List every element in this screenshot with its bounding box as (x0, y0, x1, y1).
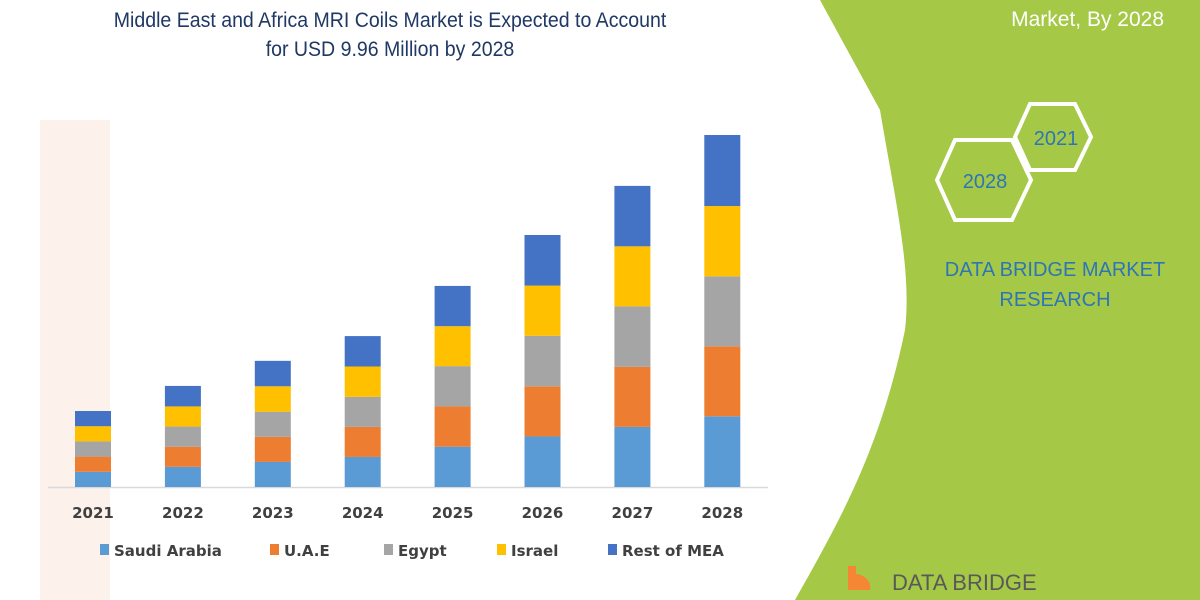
legend-label: Egypt (398, 542, 447, 560)
brand-line: DATA BRIDGE MARKET (944, 259, 1166, 281)
bar-segment-israel (254, 386, 291, 412)
bar-segment-saudi-arabia (344, 456, 381, 487)
green-panel (795, 0, 1200, 600)
legend-swatch (497, 544, 506, 555)
page-title: Middle East and Africa MRI Coils Market … (65, 6, 716, 64)
bar-segment-u-a-e (524, 386, 561, 437)
bar-segment-egypt (704, 276, 741, 347)
bar-segment-israel (434, 326, 471, 367)
bar-segment-u-a-e (344, 426, 381, 457)
bar-segment-israel (75, 426, 111, 442)
bar-segment-saudi-arabia (614, 426, 651, 487)
logo-icon (848, 566, 871, 590)
legend-label: Rest of MEA (622, 542, 724, 560)
x-tick-label: 2022 (162, 504, 204, 522)
logo-text: DATA BRIDGE (892, 570, 1037, 595)
legend-swatch (100, 544, 109, 555)
bar-segment-u-a-e (614, 366, 651, 427)
hexagon-label: 2028 (963, 171, 1008, 193)
title-line: Middle East and Africa MRI Coils Market … (113, 9, 667, 32)
hexagon-2021 (1012, 102, 1094, 172)
legend-label: U.A.E (284, 542, 330, 560)
hexagon-label: 2021 (1034, 128, 1079, 150)
bar-segment-u-a-e (254, 436, 291, 462)
legend-swatch (608, 544, 617, 555)
bar-segment-israel (344, 366, 381, 397)
bar-segment-israel (704, 206, 741, 277)
x-tick-label: 2025 (432, 504, 474, 522)
bar-segment-rest-of-mea (344, 336, 381, 367)
bar-segment-rest-of-mea (614, 185, 651, 247)
legend-label: Saudi Arabia (114, 542, 222, 560)
x-tick-label: 2027 (612, 504, 654, 522)
bar-segment-u-a-e (75, 456, 111, 472)
bar-segment-egypt (254, 411, 291, 437)
hexagon-2028 (934, 138, 1034, 222)
bar-segment-saudi-arabia (524, 436, 561, 487)
brand-name: DATA BRIDGE MARKET RESEARCH (925, 255, 1185, 315)
brand-line: RESEARCH (999, 289, 1111, 311)
bar-segment-israel (164, 406, 201, 427)
bar-segment-saudi-arabia (164, 466, 201, 487)
bar-segment-rest-of-mea (434, 285, 471, 327)
bar-segment-rest-of-mea (704, 135, 741, 207)
bar-segment-egypt (614, 306, 651, 367)
corner-label: Market, By 2028 (1011, 8, 1164, 31)
x-tick-label: 2026 (522, 504, 564, 522)
bar-segment-egypt (164, 426, 201, 447)
bar-segment-saudi-arabia (254, 461, 291, 487)
bar-segment-u-a-e (164, 446, 201, 467)
bar-segment-egypt (75, 441, 111, 457)
bar-segment-rest-of-mea (524, 235, 561, 286)
legend-swatch (384, 544, 393, 555)
legend-swatch (270, 544, 279, 555)
bar-segment-u-a-e (434, 406, 471, 447)
title-line: for USD 9.96 Million by 2028 (265, 38, 515, 61)
bar-segment-israel (524, 285, 561, 336)
x-tick-label: 2024 (342, 504, 384, 522)
bar-segment-egypt (524, 335, 561, 387)
bar-segment-egypt (434, 366, 471, 407)
bar-segment-egypt (344, 396, 381, 427)
bar-segment-rest-of-mea (164, 385, 201, 407)
legend-label: Israel (511, 542, 558, 560)
bar-segment-u-a-e (704, 346, 741, 417)
x-tick-label: 2021 (72, 504, 114, 522)
bar-segment-rest-of-mea (254, 360, 291, 387)
bar-segment-israel (614, 246, 651, 307)
x-tick-label: 2023 (252, 504, 294, 522)
bar-segment-saudi-arabia (704, 416, 741, 487)
bar-segment-saudi-arabia (434, 446, 471, 487)
bar-segment-rest-of-mea (75, 411, 111, 427)
bar-segment-saudi-arabia (75, 471, 111, 487)
x-tick-label: 2028 (701, 504, 743, 522)
